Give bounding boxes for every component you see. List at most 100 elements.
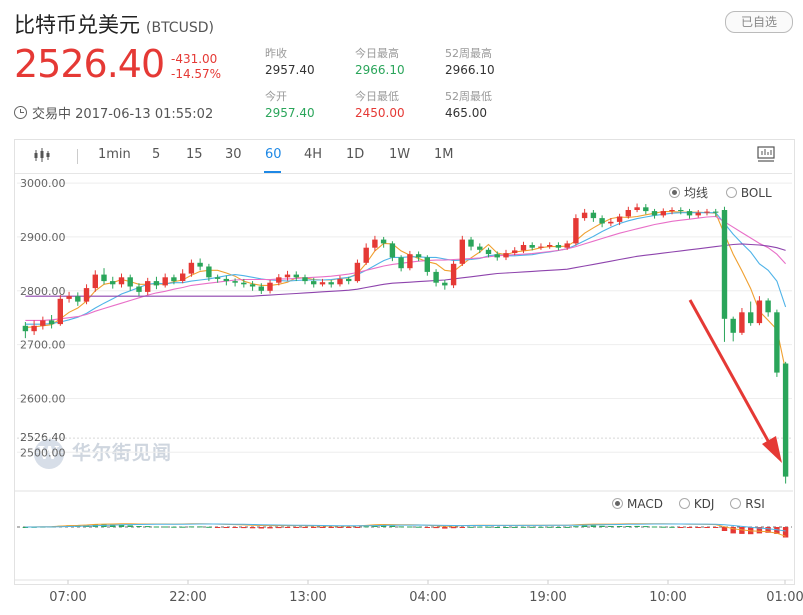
last-price: 2526.40	[14, 42, 165, 86]
stat-value: 2966.10	[355, 63, 405, 77]
candle-body	[756, 300, 763, 324]
tab-interval-1d[interactable]: 1D	[346, 147, 365, 162]
macd-histogram-bar	[346, 527, 352, 528]
macd-histogram-bar	[328, 527, 334, 528]
macd-histogram-bar	[695, 527, 701, 528]
candle-body	[625, 210, 631, 217]
indicator-settings-icon[interactable]	[757, 146, 775, 167]
x-tick-label: 10:00	[649, 590, 686, 605]
candle-body	[346, 278, 352, 282]
tab-interval-30[interactable]: 30	[225, 147, 242, 162]
candle-body	[739, 312, 745, 333]
macd-histogram-bar	[380, 525, 387, 527]
macd-histogram-bar	[634, 525, 640, 527]
macd-dea-line	[25, 523, 786, 532]
candle-body	[590, 212, 597, 219]
macd-histogram-bar	[608, 526, 614, 527]
change-percent: -14.57%	[171, 67, 222, 81]
candle-body	[389, 243, 396, 258]
tab-interval-60[interactable]: 60	[265, 147, 282, 162]
candle-body	[774, 312, 780, 373]
candle-body	[407, 254, 413, 269]
tab-interval-15[interactable]: 15	[186, 147, 203, 162]
macd-histogram-bar	[153, 526, 160, 528]
radio-icon	[678, 498, 690, 509]
radio-icon	[669, 187, 680, 198]
legend-boll-option[interactable]: BOLL	[725, 186, 772, 200]
legend-ma-option[interactable]: 均线	[669, 186, 708, 200]
x-tick-label: 13:00	[289, 590, 326, 605]
macd-histogram-bar	[110, 524, 116, 527]
stat-open: 今开 2957.40	[265, 89, 315, 121]
macd-histogram-bar	[739, 527, 745, 534]
candle-body	[564, 243, 570, 248]
macd-histogram-bar	[241, 527, 247, 529]
candle-body	[22, 325, 29, 332]
macd-histogram-bar	[354, 527, 361, 528]
macd-histogram-bar	[398, 526, 404, 528]
tab-interval-5[interactable]: 5	[152, 147, 161, 162]
macd-histogram-bar	[616, 526, 623, 527]
tab-interval-1w[interactable]: 1W	[389, 147, 411, 162]
stat-prev-close: 昨收 2957.40	[265, 46, 315, 78]
sub-indicator-legend: MACD KDJ RSI	[612, 497, 765, 511]
legend-kdj-option[interactable]: KDJ	[678, 497, 714, 511]
candle-body	[267, 282, 273, 291]
legend-rsi-label: RSI	[745, 497, 765, 511]
y-tick-label: 2700.00	[20, 339, 66, 352]
stat-label: 今日最低	[355, 90, 399, 103]
candle-body	[206, 266, 212, 278]
macd-histogram-bar	[136, 526, 142, 527]
candle-body	[573, 218, 579, 244]
candlestick-glyph	[34, 148, 50, 162]
candle-body	[555, 245, 562, 248]
tab-interval-1min[interactable]: 1min	[98, 147, 131, 162]
favorite-button[interactable]: 已自选	[725, 11, 793, 33]
macd-histogram-bar	[678, 527, 684, 528]
candle-body	[232, 281, 238, 283]
candle-body	[83, 288, 90, 302]
candle-body	[241, 282, 247, 285]
macd-histogram-bar	[564, 526, 570, 528]
x-tick-label: 04:00	[409, 590, 446, 605]
macd-histogram-bar	[389, 525, 396, 527]
tab-interval-1m[interactable]: 1M	[434, 147, 454, 162]
candle-body	[48, 320, 55, 325]
candlestick-type-icon[interactable]	[33, 146, 53, 168]
candle-body	[372, 239, 378, 248]
candle-body	[660, 211, 666, 216]
macd-histogram-bar	[590, 525, 597, 527]
candle-body	[669, 210, 675, 212]
macd-histogram-bar	[258, 527, 264, 529]
main-indicator-legend: 均线 BOLL	[669, 184, 772, 201]
macd-histogram-bar	[704, 527, 710, 528]
macd-histogram-bar	[206, 526, 212, 528]
candle-body	[145, 281, 151, 292]
stat-value: 2450.00	[355, 106, 405, 120]
price-change: -431.00 -14.57%	[171, 52, 221, 82]
annotation-arrow-head	[762, 436, 782, 463]
candle-body	[57, 298, 63, 325]
ma-line-ma60	[25, 243, 786, 297]
legend-macd-option[interactable]: MACD	[612, 497, 663, 511]
watermark-logo-icon: W	[34, 438, 64, 469]
tab-interval-4h[interactable]: 4H	[304, 147, 323, 162]
candle-body	[415, 254, 422, 258]
candle-body	[214, 277, 221, 279]
candle-body	[311, 281, 317, 285]
candle-body	[180, 273, 186, 281]
candle-body	[599, 218, 605, 224]
macd-histogram-bar	[442, 527, 448, 529]
candle-body	[765, 300, 771, 313]
candle-body	[459, 239, 465, 264]
candle-body	[380, 239, 387, 244]
y-tick-label: 2900.00	[20, 231, 66, 244]
stat-value: 465.00	[445, 106, 487, 120]
candle-body	[337, 278, 343, 285]
stat-value: 2966.10	[445, 63, 495, 77]
macd-histogram-bar	[538, 526, 544, 528]
legend-rsi-option[interactable]: RSI	[730, 497, 765, 511]
candle-body	[171, 277, 177, 282]
candle-body	[538, 246, 544, 248]
